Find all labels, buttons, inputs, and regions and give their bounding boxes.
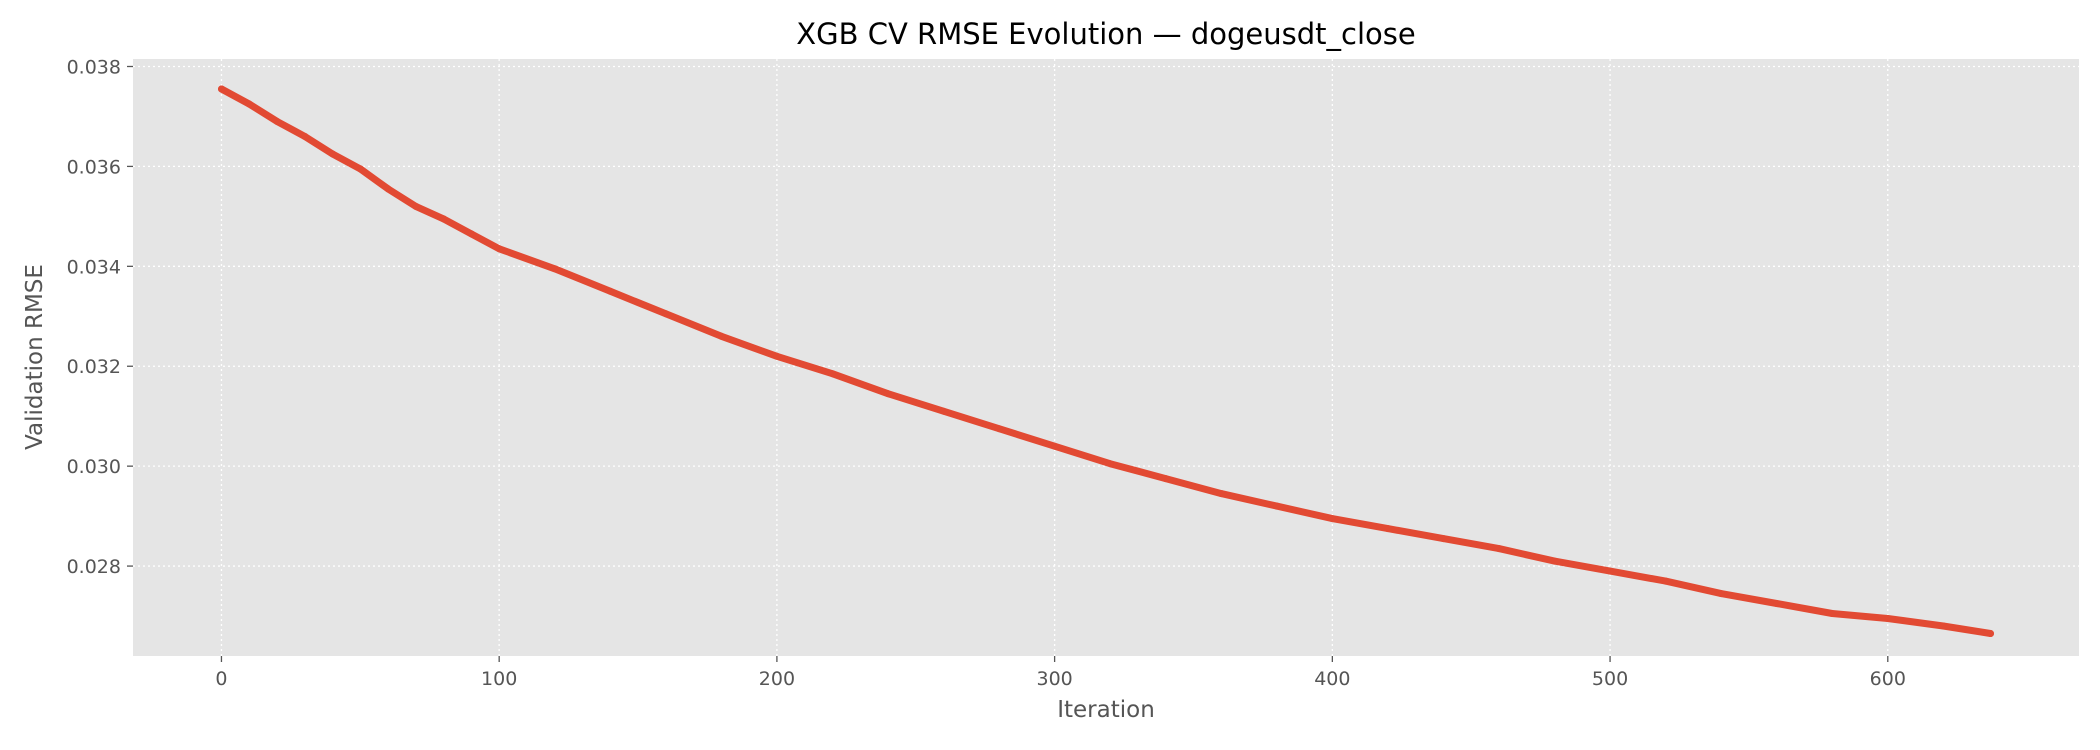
data-point (1051, 442, 1059, 450)
data-point (1828, 610, 1836, 617)
data-point (1773, 600, 1781, 607)
data-point (273, 117, 281, 125)
y-tick-label: 0.034 (67, 256, 121, 278)
data-point (467, 230, 475, 238)
x-tick-label: 200 (759, 668, 795, 690)
data-point (1662, 577, 1670, 585)
data-point (551, 265, 559, 273)
data-point (1273, 502, 1281, 510)
plot-background (133, 59, 2079, 656)
x-axis-label: Iteration (1057, 697, 1155, 723)
data-point (773, 352, 781, 360)
data-point (1328, 515, 1336, 523)
data-point (356, 165, 364, 173)
x-tick-label: 300 (1036, 668, 1072, 690)
y-axis-label: Validation RMSE (22, 264, 48, 450)
x-tick-label: 100 (481, 668, 517, 690)
data-point (1217, 490, 1225, 498)
data-point (218, 85, 225, 93)
data-point (412, 202, 420, 210)
x-tick-label: 0 (215, 668, 227, 690)
y-tick-label: 0.028 (67, 556, 121, 578)
data-point (245, 100, 253, 108)
data-point (940, 407, 947, 415)
data-point (1162, 475, 1170, 483)
x-tick-label: 500 (1592, 668, 1628, 690)
data-point (1987, 630, 1994, 637)
data-point (301, 132, 309, 140)
data-point (662, 310, 670, 318)
y-tick-label: 0.030 (67, 456, 121, 478)
chart-title: XGB CV RMSE Evolution — dogeusdt_close (796, 17, 1415, 51)
data-point (495, 245, 503, 253)
data-point (1495, 545, 1503, 553)
data-point (884, 390, 892, 398)
data-point (1106, 460, 1114, 468)
data-point (1717, 590, 1725, 598)
data-point (1884, 615, 1892, 622)
y-tick-label: 0.038 (67, 56, 121, 78)
rmse-series-line (218, 85, 1994, 637)
y-tick-label: 0.032 (67, 356, 121, 378)
data-point (1439, 535, 1447, 543)
x-tick-label: 600 (1870, 668, 1906, 690)
axis-ticks: 0 100 200 300 400 500 600 0.028 0.030 0.032 0.034 0… (67, 56, 1906, 690)
data-point (329, 150, 336, 158)
rmse-series-points (218, 85, 1994, 637)
data-point (1384, 525, 1392, 533)
data-point (828, 370, 836, 378)
data-point (995, 425, 1003, 433)
data-point (1606, 567, 1614, 575)
data-point (606, 287, 614, 295)
data-point (1551, 557, 1558, 565)
data-point (384, 185, 392, 193)
grid (133, 59, 2079, 656)
y-tick-label: 0.036 (67, 156, 121, 178)
data-point (1939, 622, 1947, 630)
data-point (717, 332, 725, 340)
x-tick-label: 400 (1314, 668, 1350, 690)
data-point (440, 215, 448, 223)
